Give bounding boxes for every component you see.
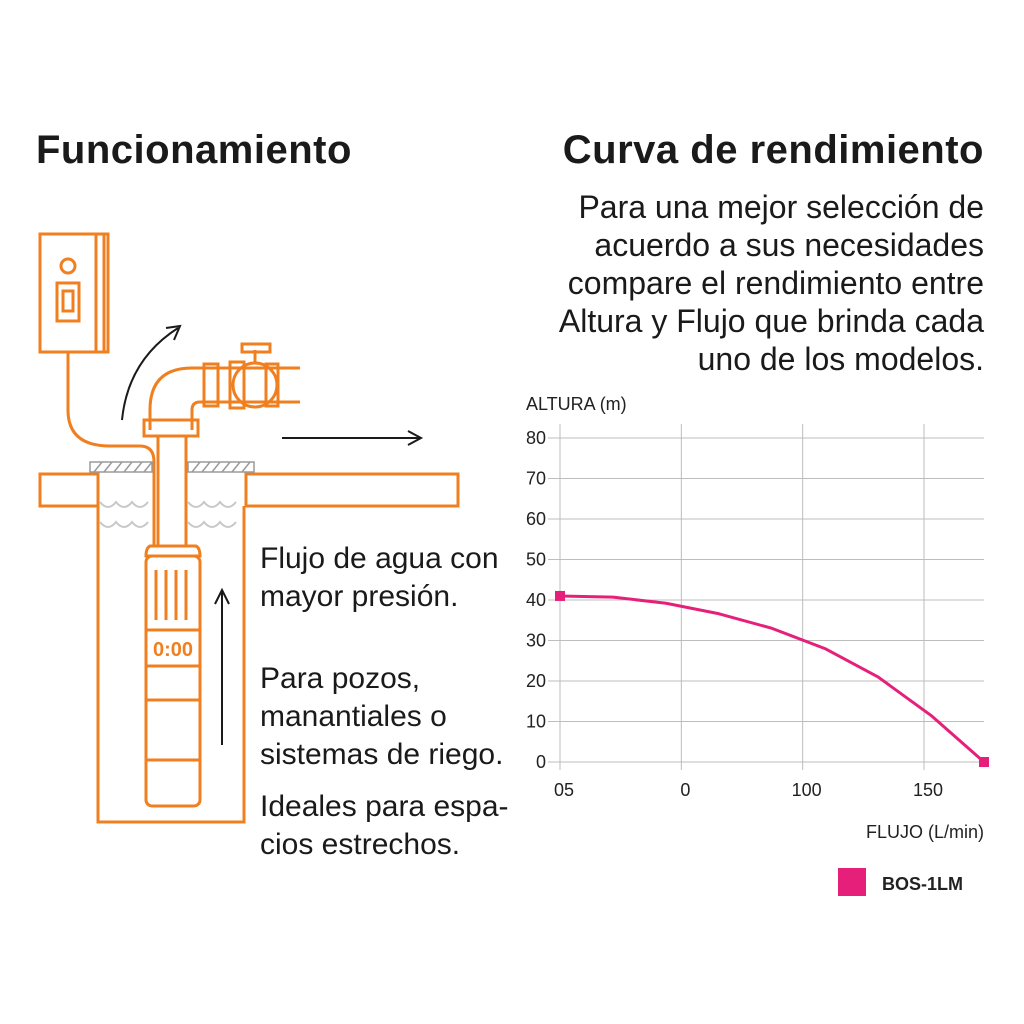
series-endpoint-marker [979,757,989,767]
pump-display: 0:00 [153,639,193,661]
control-box-icon [38,232,110,354]
uses-description: Para pozos, manantiales o sistemas de ri… [260,660,520,774]
flow-arrow-icon [121,324,424,745]
y-tick-label: 20 [526,671,546,691]
intro-text: Para una mejor selección de acuerdo a su… [504,188,984,378]
intro-line: Para una mejor selección de [578,189,984,225]
space-description: Ideales para espa- cios estrechos. [260,788,510,864]
desc-line: sistemas de riego. [260,738,504,771]
chart-series [555,590,989,767]
desc-line: manantiales o [260,700,447,733]
intro-line: acuerdo a sus necesidades [594,227,984,263]
desc-line: cios estrechos. [260,828,461,861]
x-tick-label: 100 [792,780,822,800]
y-tick-label: 70 [526,469,546,489]
y-tick-label: 50 [526,550,546,570]
flow-description: Flujo de agua con mayor presión. [260,540,520,616]
desc-line: mayor presión. [260,580,459,613]
pump-icon [144,544,202,808]
well-icon [96,500,246,824]
desc-line: Flujo de agua con [260,542,499,575]
y-tick-label: 80 [526,428,546,448]
y-tick-label: 40 [526,590,546,610]
pump-illustration: 0:00 [38,232,460,824]
series-line [559,594,985,764]
y-tick-label: 0 [536,752,546,772]
funcionamiento-title: Funcionamiento [36,128,352,172]
intro-line: Altura y Flujo que brinda cada [558,303,984,339]
intro-line: compare el rendimiento entre [567,265,984,301]
x-tick-label: 05 [554,780,574,800]
pipe-elbow-icon [142,360,300,438]
y-tick-label: 10 [526,712,546,732]
valve-icon [231,342,280,409]
legend-label: BOS-1LM [882,874,963,894]
legend: BOS-1LM [838,868,963,896]
desc-line: Ideales para espa- [260,790,509,823]
curva-title: Curva de rendimiento [562,128,984,172]
chart-grid [548,424,984,770]
x-tick-label: 0 [680,780,690,800]
ground-hatch [89,461,255,473]
y-tick-label: 30 [526,631,546,651]
series-endpoint-marker [555,590,565,601]
legend-swatch [838,868,866,896]
intro-line: uno de los modelos. [697,341,984,377]
cable [66,352,156,545]
x-tick-label: 150 [913,780,943,800]
desc-line: Para pozos, [260,662,421,695]
x-axis-label: FLUJO (L/min) [866,822,984,842]
y-axis-label: ALTURA (m) [526,394,627,414]
y-tick-label: 60 [526,509,546,529]
